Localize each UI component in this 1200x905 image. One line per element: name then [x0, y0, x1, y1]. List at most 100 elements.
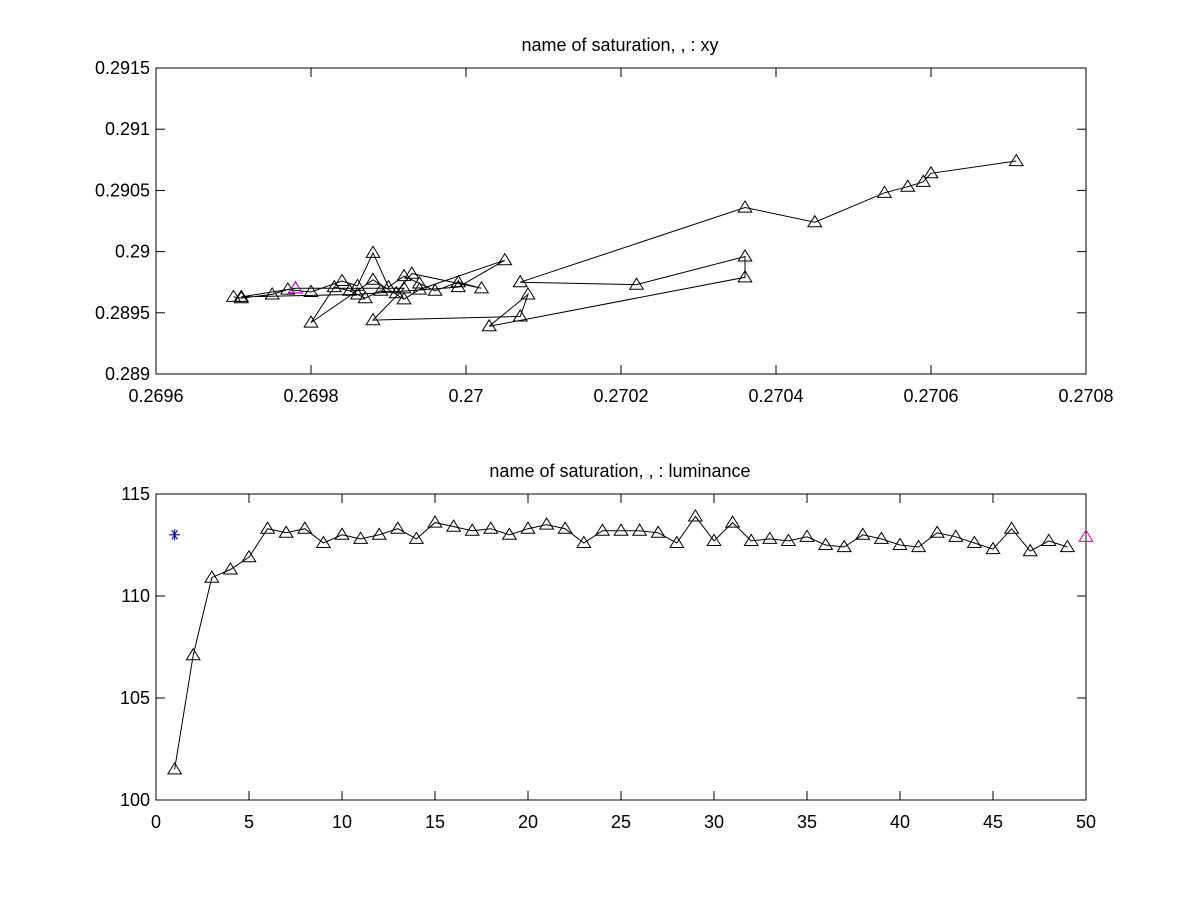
xy-plot-ytick-label: 0.291 — [105, 119, 150, 139]
xy-plot-data-point — [396, 280, 412, 294]
luminance-plot-data-point — [371, 527, 387, 540]
luminance-plot-data-point — [297, 521, 313, 534]
luminance-plot-data-point — [873, 531, 890, 544]
luminance-plot-data-point — [557, 521, 573, 534]
luminance-plot-xtick-label: 20 — [518, 812, 538, 832]
luminance-plot-ytick-label: 100 — [120, 790, 150, 810]
luminance-plot: name of saturation, , : luminance 0 5 10 15… — [120, 461, 1096, 832]
luminance-plot-data-point — [929, 525, 945, 538]
xy-plot-data-point — [357, 290, 373, 304]
luminance-plot-data-point — [241, 549, 257, 563]
luminance-plot-data-point — [687, 508, 704, 522]
xy-plot-data-point — [349, 278, 366, 291]
luminance-plot-data-point — [1041, 533, 1057, 546]
xy-plot-series-line — [233, 160, 1017, 327]
luminance-plot-xtick-label: 50 — [1076, 812, 1096, 832]
luminance-plot-data-point — [631, 523, 648, 536]
luminance-plot-highlight-point — [1078, 529, 1094, 542]
luminance-plot-markers — [166, 508, 1094, 775]
xy-plot-data-point — [349, 286, 366, 300]
xy-plot-xtick-label: 0.2706 — [903, 386, 958, 406]
xy-plot-data-point — [326, 279, 342, 293]
luminance-plot-data-point — [948, 529, 964, 542]
xy-plot-data-point — [737, 269, 753, 283]
luminance-plot-data-point — [408, 531, 425, 544]
xy-plot-highlight-point — [287, 280, 304, 294]
xy-plot-data-point — [512, 274, 529, 288]
xy-plot-data-point — [404, 266, 420, 279]
luminance-plot-data-point — [724, 515, 741, 528]
xy-plot-xtick-label: 0.2704 — [748, 386, 803, 406]
xy-plot-data-point — [450, 274, 466, 288]
xy-plot-data-point — [380, 279, 397, 293]
xy-plot-ytick-label: 0.2915 — [95, 58, 150, 78]
luminance-plot-data-point — [910, 539, 927, 553]
luminance-plot-data-point — [799, 529, 815, 542]
xy-plot-data-point — [334, 273, 350, 286]
luminance-plot-data-point — [743, 533, 759, 546]
luminance-plot-data-point — [706, 533, 722, 546]
luminance-plot-data-point — [780, 533, 797, 546]
luminance-plot-data-point — [836, 539, 852, 553]
luminance-plot-data-point — [520, 521, 536, 534]
luminance-plot-data-point — [352, 531, 369, 544]
xy-plot: name of saturation, , : xy 0.2696 0.2698 0… — [95, 35, 1114, 406]
luminance-plot-data-point — [762, 531, 778, 544]
xy-plot-ytick-label: 0.2905 — [95, 180, 150, 200]
xy-plot-series-line — [233, 160, 1017, 327]
luminance-plot-data-point — [985, 541, 1001, 555]
luminance-plot-title: name of saturation, , : luminance — [489, 461, 750, 481]
luminance-plot-series-line — [174, 515, 1068, 770]
luminance-plot-data-point — [855, 527, 871, 540]
luminance-plot-xtick-label: 10 — [332, 812, 352, 832]
luminance-plot-data-point — [1059, 539, 1076, 553]
luminance-plot-data-point — [445, 519, 462, 532]
luminance-plot-axes-box — [155, 493, 1087, 801]
xy-plot-data-point — [303, 315, 319, 328]
luminance-plot-data-point — [966, 535, 983, 548]
xy-plot-data-point — [365, 245, 381, 258]
luminance-plot-data-point — [334, 527, 350, 540]
xy-plot-data-point — [342, 283, 358, 296]
luminance-plot-data-point — [222, 562, 239, 575]
xy-plot-data-point — [233, 290, 249, 304]
xy-plot-ticks: 0.2696 0.2698 0.27 0.2702 0.2704 0.2706 0.2708… — [95, 58, 1114, 406]
xy-plot-data-point — [303, 284, 319, 297]
xy-plot-data-point — [900, 179, 916, 192]
luminance-plot-data-point — [390, 521, 406, 534]
xy-plot-data-point — [388, 285, 404, 299]
xy-plot-xtick-label: 0.2702 — [593, 386, 648, 406]
xy-plot-data-point — [923, 165, 939, 179]
xy-plot-data-point — [233, 289, 249, 302]
luminance-plot-xtick-label: 15 — [425, 812, 445, 832]
luminance-plot-ytick-label: 105 — [120, 688, 150, 708]
luminance-plot-xtick-label: 45 — [983, 812, 1003, 832]
luminance-plot-data-point — [185, 647, 201, 661]
luminance-plot-reference-point — [169, 529, 181, 541]
luminance-plot-xtick-label: 35 — [797, 812, 817, 832]
luminance-plot-ytick-label: 115 — [121, 484, 150, 504]
xy-plot-xtick-label: 0.27 — [448, 386, 483, 406]
xy-plot-ytick-label: 0.29 — [115, 242, 150, 262]
xy-plot-data-point — [365, 272, 381, 285]
luminance-plot-data-point — [501, 527, 518, 540]
xy-plot-data-point — [915, 174, 931, 187]
xy-plot-xtick-label: 0.2696 — [128, 386, 183, 406]
xy-plot-data-point — [396, 291, 412, 305]
luminance-plot-data-point — [817, 537, 834, 550]
luminance-plot-xtick-label: 30 — [704, 812, 724, 832]
xy-plot-data-point — [225, 289, 242, 302]
xy-plot-data-point — [737, 200, 753, 213]
xy-plot-data-point — [365, 312, 381, 326]
xy-plot-data-point — [876, 185, 893, 198]
xy-plot-axes-box — [155, 67, 1087, 375]
xy-plot-data-point — [411, 282, 428, 295]
xy-plot-ytick-label: 0.289 — [105, 364, 150, 384]
luminance-plot-xtick-label: 0 — [151, 812, 161, 832]
luminance-plot-ytick-label: 110 — [121, 586, 150, 606]
luminance-plot-data-point — [613, 523, 629, 536]
luminance-plot-data-point — [278, 525, 294, 538]
xy-plot-xtick-label: 0.2708 — [1058, 386, 1113, 406]
luminance-plot-data-point — [483, 521, 499, 534]
